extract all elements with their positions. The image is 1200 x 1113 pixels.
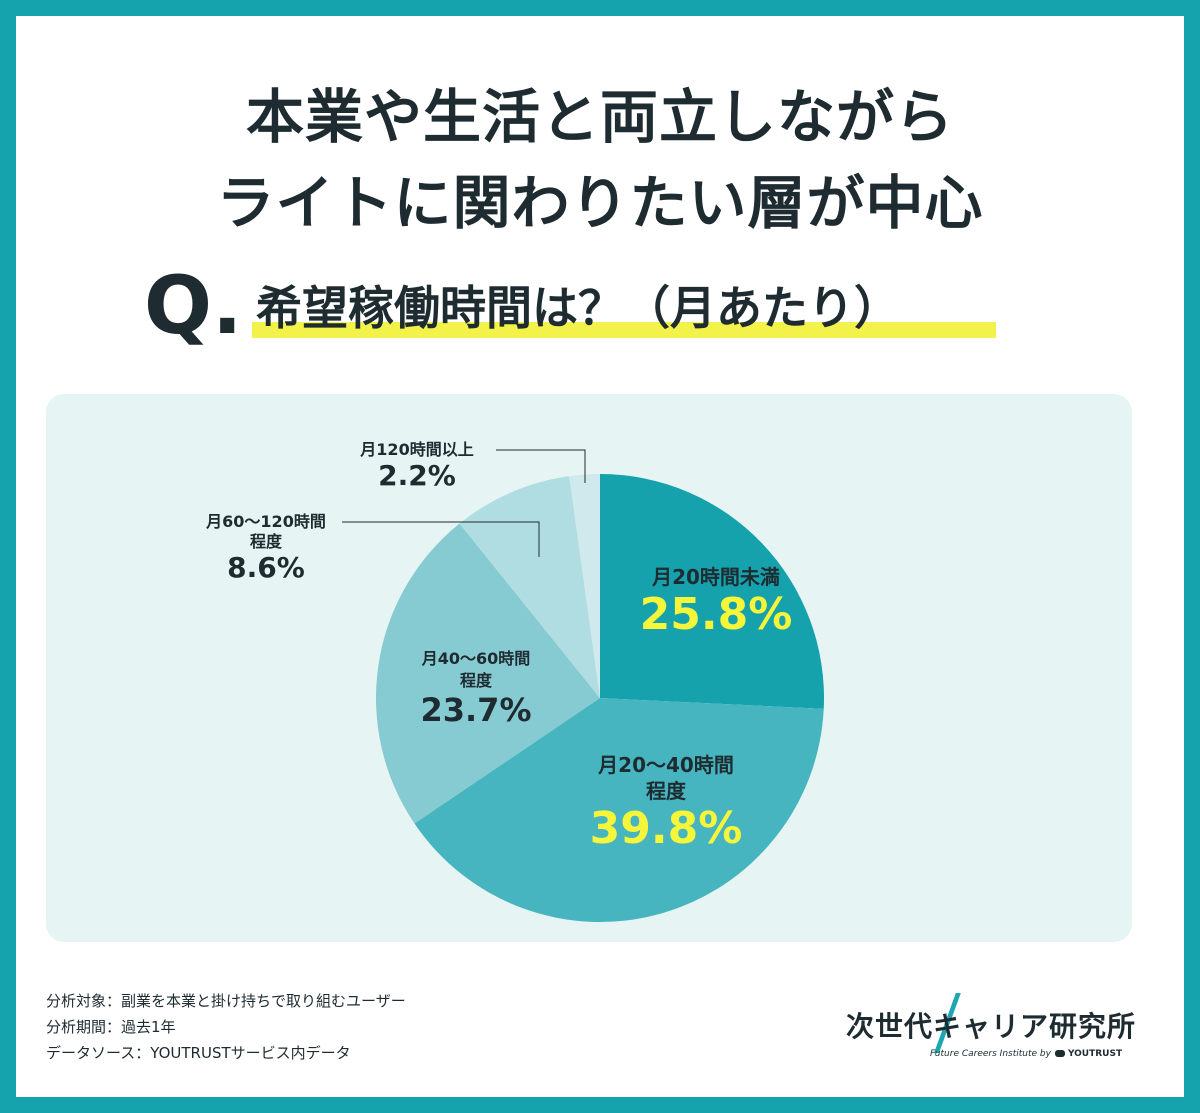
slice-label-text: 月20〜40時間 xyxy=(598,753,734,777)
slice-label-40-60h: 月40〜60時間 程度 23.7% xyxy=(386,648,566,729)
analysis-period: 分析期間：過去1年 xyxy=(46,1018,176,1036)
logo-subtitle: Future Careers Institute by YOUTRUST xyxy=(930,1049,1122,1059)
slice-label-text: 程度 xyxy=(646,779,686,803)
slice-value: 8.6% xyxy=(227,551,305,584)
analysis-target: 分析対象：副業を本業と掛け持ちで取り組むユーザー xyxy=(46,992,406,1010)
slice-value: 23.7% xyxy=(420,691,532,729)
slice-label-20-40h: 月20〜40時間 程度 39.8% xyxy=(546,752,786,855)
slice-value: 25.8% xyxy=(639,589,793,640)
institute-logo: 次世代キャリア研究所 Future Careers Institute by YO… xyxy=(846,991,1136,1071)
slice-label-text: 程度 xyxy=(249,532,282,551)
slice-label-over-120h: 月120時間以上 2.2% xyxy=(342,440,492,492)
source-notes: 分析対象：副業を本業と掛け持ちで取り組むユーザー 分析期間：過去1年 データソー… xyxy=(46,988,406,1066)
pie-slice-4 xyxy=(569,474,600,698)
slice-label-text: 月20時間未満 xyxy=(652,565,780,589)
slice-label-text: 月40〜60時間 xyxy=(421,649,531,668)
leader-line-3 xyxy=(342,521,540,557)
data-source: データソース：YOUTRUSTサービス内データ xyxy=(46,1044,351,1062)
slice-value: 39.8% xyxy=(589,803,743,854)
question-mark: Q. xyxy=(144,259,243,352)
slice-label-text: 月60〜120時間 xyxy=(206,512,326,531)
infographic-frame: 本業や生活と両立しながら ライトに関わりたい層が中心 Q. 希望稼働時間は？（月… xyxy=(16,16,1184,1097)
page-title: 本業や生活と両立しながら ライトに関わりたい層が中心 xyxy=(16,74,1184,246)
slice-label-60-120h: 月60〜120時間 程度 8.6% xyxy=(186,512,346,584)
slice-value: 2.2% xyxy=(378,459,456,492)
slice-label-text: 程度 xyxy=(459,671,492,690)
brand-icon xyxy=(1054,1050,1065,1057)
question-highlight xyxy=(252,322,996,338)
title-line-1: 本業や生活と両立しながら xyxy=(245,83,954,151)
pie-slice-0 xyxy=(600,474,824,709)
pie-chart xyxy=(342,449,824,922)
logo-name: 次世代キャリア研究所 xyxy=(846,1010,1137,1043)
pie-slice-1 xyxy=(414,698,824,922)
question-text: 希望稼働時間は？（月あたり） xyxy=(256,281,900,335)
slice-label-text: 月120時間以上 xyxy=(360,440,474,459)
pie-slice-3 xyxy=(459,476,600,698)
logo-sub-prefix: Future Careers Institute by xyxy=(930,1049,1051,1059)
title-line-2: ライトに関わりたい層が中心 xyxy=(216,169,984,237)
leader-line-4 xyxy=(496,449,586,483)
pie-slice-2 xyxy=(375,523,600,824)
logo-brand: YOUTRUST xyxy=(1067,1049,1123,1059)
slice-label-under-20h: 月20時間未満 25.8% xyxy=(596,564,836,641)
chart-panel: 月20時間未満 25.8% 月20〜40時間 程度 39.8% 月40〜60時間… xyxy=(46,394,1132,942)
